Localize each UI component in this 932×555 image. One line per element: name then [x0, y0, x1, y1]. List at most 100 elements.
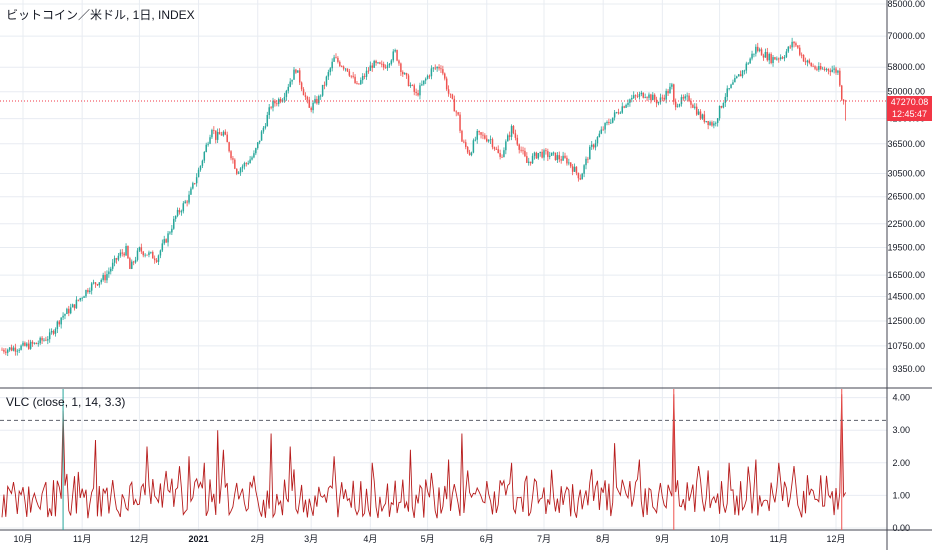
- candle-body: [713, 123, 715, 126]
- price-axis-label: 85000.00: [887, 0, 925, 9]
- candle-body: [833, 68, 835, 70]
- candle-body: [62, 315, 64, 318]
- candle-body: [260, 131, 263, 141]
- bar-countdown: 12:45:47: [891, 109, 928, 120]
- time-axis-label: 7月: [537, 534, 551, 544]
- candle-body: [625, 104, 627, 108]
- candle-body: [518, 144, 520, 150]
- candle-body: [45, 339, 47, 341]
- candle-body: [216, 132, 219, 140]
- candle-body: [190, 188, 192, 195]
- candle-body: [533, 152, 536, 156]
- candle-body: [602, 129, 604, 131]
- candle-body: [346, 68, 349, 72]
- candle-body: [739, 74, 742, 77]
- candle-body: [692, 104, 694, 108]
- time-axis-label: 9月: [655, 534, 669, 544]
- candle-body: [634, 95, 637, 97]
- candle-body: [94, 282, 97, 285]
- candle-body: [146, 254, 148, 256]
- price-axis-label: 19500.00: [887, 242, 925, 252]
- candle-body: [73, 304, 76, 309]
- candle-body: [398, 60, 400, 64]
- candle-body: [715, 122, 717, 124]
- candle-body: [423, 80, 425, 85]
- candle-body: [350, 75, 353, 77]
- candle-body: [211, 130, 213, 138]
- candle-body: [148, 252, 150, 255]
- candle-body: [694, 106, 696, 108]
- candle-body: [646, 97, 648, 98]
- candle-body: [550, 152, 553, 156]
- candle-body: [703, 114, 706, 122]
- candle-body: [741, 70, 744, 77]
- candle-body: [243, 163, 246, 167]
- candle-body: [507, 135, 509, 142]
- candle-body: [161, 243, 164, 251]
- candle-body: [356, 83, 358, 85]
- candle-body: [377, 62, 379, 64]
- candle-body: [178, 209, 181, 213]
- candle-body: [548, 155, 551, 157]
- candle-body: [442, 69, 444, 74]
- candle-body: [276, 103, 278, 105]
- candle-body: [33, 342, 36, 344]
- candle-body: [808, 60, 811, 63]
- candle-body: [270, 107, 272, 109]
- candle-body: [541, 151, 543, 158]
- candle-body: [699, 111, 702, 119]
- candle-body: [20, 345, 22, 350]
- time-axis-label: 10月: [13, 534, 32, 544]
- candle-body: [493, 147, 496, 149]
- candle-body: [241, 166, 244, 169]
- candle-body: [52, 330, 55, 334]
- candle-body: [840, 85, 843, 100]
- candle-body: [5, 351, 7, 353]
- candle-body: [799, 47, 801, 55]
- candle-body: [253, 153, 255, 158]
- candle-body: [512, 125, 515, 134]
- current-price-value: 47270.08: [890, 97, 929, 108]
- candle-body: [816, 68, 818, 70]
- candle-body: [413, 85, 415, 92]
- current-price-tag: 47270.08 12:45:47: [887, 96, 932, 122]
- candle-body: [652, 94, 654, 101]
- candle-body: [384, 67, 387, 69]
- candle-body: [747, 63, 749, 65]
- candle-body: [568, 162, 570, 164]
- vlc-line: [1, 394, 846, 519]
- time-axis-label: 3月: [304, 534, 318, 544]
- time-axis-label: 11月: [770, 534, 788, 544]
- candle-body: [1, 349, 3, 351]
- candle-body: [129, 258, 131, 269]
- candle-body: [163, 239, 165, 244]
- candle-body: [821, 68, 824, 70]
- time-axis-label: 2月: [251, 534, 265, 544]
- candle-body: [27, 343, 30, 349]
- candle-body: [552, 152, 555, 154]
- candle-body: [201, 160, 204, 166]
- candle-body: [749, 58, 751, 64]
- candle-body: [757, 46, 759, 51]
- candle-body: [451, 94, 454, 99]
- candle-body: [152, 252, 154, 259]
- candle-body: [781, 57, 784, 59]
- candle-body: [415, 91, 417, 93]
- candle-body: [539, 151, 541, 154]
- candle-body: [316, 98, 318, 104]
- candle-body: [789, 46, 791, 48]
- candle-body: [12, 347, 15, 351]
- candle-body: [234, 159, 236, 169]
- indicator-axis-label: 4.00: [892, 393, 910, 403]
- candle-body: [402, 71, 404, 75]
- candle-body: [737, 74, 740, 77]
- candle-body: [237, 172, 240, 174]
- candle-body: [766, 51, 769, 61]
- candle-body: [207, 143, 209, 145]
- candle-body: [239, 168, 242, 173]
- indicator-axis-label: 3.00: [892, 425, 910, 435]
- candle-body: [611, 117, 614, 123]
- candle-body: [728, 88, 730, 89]
- candle-body: [400, 63, 402, 72]
- candle-body: [108, 271, 110, 275]
